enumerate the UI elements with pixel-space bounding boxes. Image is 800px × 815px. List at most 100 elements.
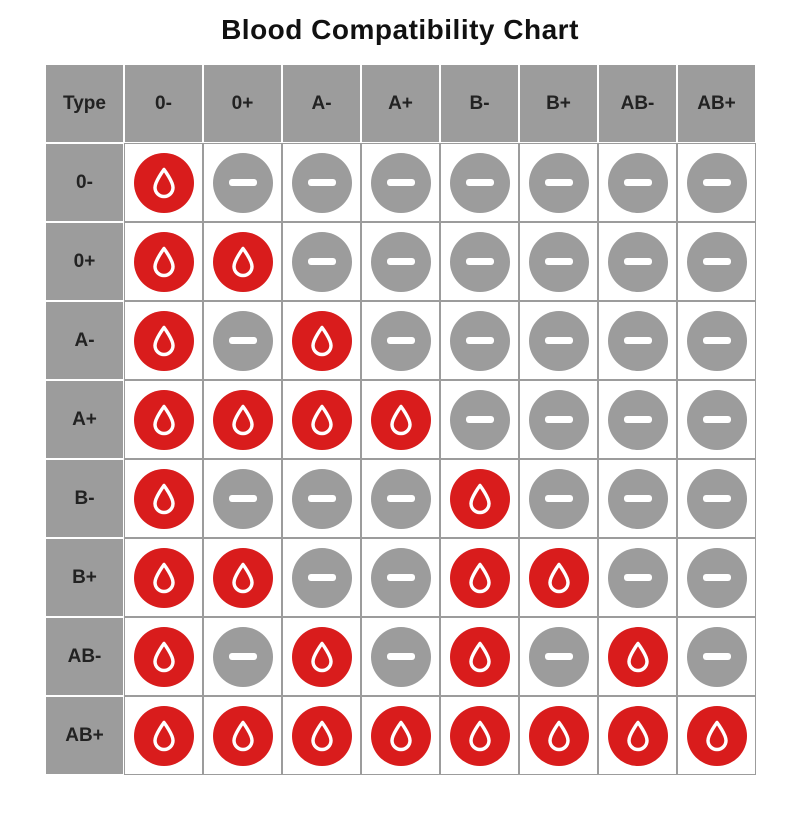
compat-cell [361,143,440,222]
compat-cell [677,538,756,617]
blood-drop-icon [125,144,202,221]
col-header: B- [440,64,519,143]
compat-cell [282,538,361,617]
blood-drop-icon [441,697,518,774]
compat-cell [440,617,519,696]
compatibility-chart: Type0-0+A-A+B-B+AB-AB+0-0+A-A+B-B+AB-AB+ [45,64,756,775]
compat-cell [519,459,598,538]
compat-cell [677,222,756,301]
minus-icon [599,223,676,300]
compat-cell [598,143,677,222]
blood-drop-icon [362,381,439,458]
compat-cell [203,143,282,222]
row-header: AB+ [45,696,124,775]
row-header: 0+ [45,222,124,301]
compat-cell [677,617,756,696]
compat-cell [282,459,361,538]
minus-icon [204,144,281,221]
minus-icon [520,460,597,537]
minus-icon [283,144,360,221]
minus-icon [520,223,597,300]
minus-icon [678,618,755,695]
blood-drop-icon [125,223,202,300]
minus-icon [362,539,439,616]
compat-cell [361,222,440,301]
col-header-label: B- [469,93,489,114]
compat-cell [677,301,756,380]
compat-cell [203,617,282,696]
compat-cell [203,459,282,538]
compat-cell [124,696,203,775]
blood-drop-icon [125,618,202,695]
minus-icon [441,381,518,458]
compat-cell [598,380,677,459]
compat-cell [677,143,756,222]
blood-drop-icon [599,618,676,695]
minus-icon [441,302,518,379]
compat-cell [519,696,598,775]
col-header-label: 0+ [232,93,254,114]
blood-drop-icon [125,460,202,537]
row-header-label: B+ [72,567,97,588]
col-header-label: 0- [155,93,172,114]
blood-drop-icon [125,381,202,458]
compat-cell [282,380,361,459]
row-header-label: 0+ [74,251,96,272]
blood-drop-icon [283,697,360,774]
col-header-label: A+ [388,93,413,114]
blood-drop-icon [283,618,360,695]
blood-drop-icon [204,697,281,774]
minus-icon [599,381,676,458]
minus-icon [599,144,676,221]
minus-icon [362,460,439,537]
col-header-label: AB+ [697,93,736,114]
blood-drop-icon [125,539,202,616]
minus-icon [362,618,439,695]
compat-cell [124,380,203,459]
minus-icon [599,539,676,616]
blood-drop-icon [283,302,360,379]
compat-cell [519,617,598,696]
compat-cell [519,380,598,459]
col-header-label: AB- [621,93,655,114]
page: Blood Compatibility Chart Type0-0+A-A+B-… [0,0,800,815]
header-corner: Type [45,64,124,143]
minus-icon [204,460,281,537]
compat-cell [361,617,440,696]
row-header-label: A- [74,330,94,351]
row-header-label: AB- [68,646,102,667]
compat-cell [361,538,440,617]
col-header: 0- [124,64,203,143]
blood-drop-icon [678,697,755,774]
minus-icon [283,460,360,537]
col-header: 0+ [203,64,282,143]
col-header: A- [282,64,361,143]
minus-icon [599,302,676,379]
compat-cell [282,617,361,696]
compat-cell [124,143,203,222]
minus-icon [520,302,597,379]
col-header-label: A- [311,93,331,114]
compat-cell [203,301,282,380]
compat-cell [361,301,440,380]
compat-cell [519,538,598,617]
row-header: A- [45,301,124,380]
compat-cell [598,459,677,538]
col-header: A+ [361,64,440,143]
compat-cell [203,696,282,775]
compat-cell [440,380,519,459]
compat-cell [124,301,203,380]
col-header: B+ [519,64,598,143]
row-header-label: A+ [72,409,97,430]
blood-drop-icon [441,539,518,616]
minus-icon [362,223,439,300]
header-corner-label: Type [63,93,106,114]
minus-icon [678,144,755,221]
minus-icon [204,618,281,695]
minus-icon [678,223,755,300]
row-header: A+ [45,380,124,459]
compat-cell [519,222,598,301]
row-header: B- [45,459,124,538]
row-header: B+ [45,538,124,617]
compat-cell [361,459,440,538]
